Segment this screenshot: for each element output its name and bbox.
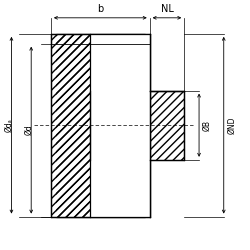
- Text: NL: NL: [160, 4, 173, 14]
- Bar: [51, 34, 150, 216]
- Text: ØND: ØND: [228, 116, 236, 134]
- Text: b: b: [97, 4, 103, 14]
- Bar: [56, 34, 145, 216]
- Bar: [90, 34, 150, 216]
- Bar: [150, 91, 184, 160]
- Text: Ødₐ: Ødₐ: [4, 118, 14, 132]
- Text: ØB: ØB: [203, 120, 212, 131]
- Bar: [51, 34, 150, 216]
- Bar: [56, 34, 145, 216]
- Text: Ød: Ød: [24, 125, 33, 136]
- Bar: [90, 91, 150, 160]
- Bar: [150, 91, 184, 160]
